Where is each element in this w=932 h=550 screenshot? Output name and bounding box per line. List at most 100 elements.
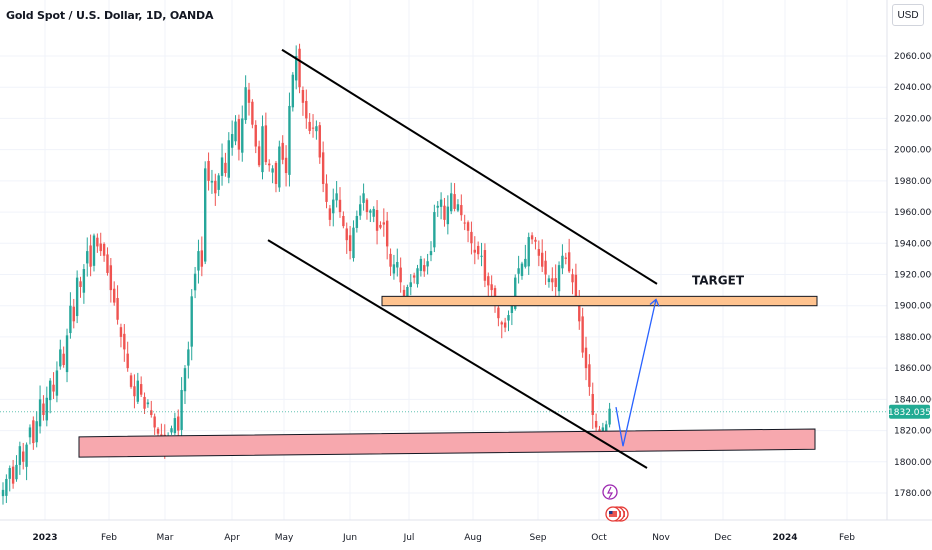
candle-body <box>79 281 82 287</box>
price-tick-label: 2020.000 <box>894 114 932 124</box>
candle-body <box>109 265 113 291</box>
time-tick-label: Mar <box>157 533 174 543</box>
candle-body <box>274 162 278 184</box>
candle-body <box>328 208 332 220</box>
candle-body <box>396 262 399 268</box>
support-zone[interactable] <box>78 428 816 458</box>
candle-body <box>433 212 436 248</box>
candle-body <box>507 315 510 321</box>
candle-body <box>375 210 379 231</box>
candle-body <box>557 265 561 292</box>
channel-upper-line[interactable] <box>281 48 658 285</box>
candle-body <box>254 124 257 147</box>
candle-body <box>321 152 325 184</box>
candle-body <box>355 215 359 228</box>
drawings-layer[interactable]: TARGET <box>0 48 887 469</box>
candle-body <box>551 278 554 283</box>
candle-body <box>527 237 530 267</box>
event-icons[interactable] <box>602 484 629 522</box>
price-tick-label: 1920.000 <box>894 271 932 281</box>
candle-body <box>183 368 187 392</box>
candle-body <box>133 386 136 397</box>
candle-body <box>588 364 591 387</box>
candle-body <box>220 157 224 176</box>
lightning-icon <box>607 486 614 499</box>
price-tick-label: 2060.000 <box>894 52 932 62</box>
candle-body <box>69 305 72 334</box>
candle-body <box>136 380 139 402</box>
candle-body <box>75 277 79 317</box>
candle-body <box>342 216 345 227</box>
price-tick-label: 1780.000 <box>894 489 932 499</box>
candle-body <box>96 237 99 247</box>
candle-body <box>450 193 453 212</box>
candle-body <box>325 183 328 202</box>
candle-body <box>412 275 416 278</box>
candle-body <box>385 220 389 247</box>
time-tick-label: May <box>275 533 294 543</box>
resistance-zone[interactable] <box>381 295 818 307</box>
candle-body <box>62 353 65 366</box>
candle-body <box>332 199 335 214</box>
candle-body <box>99 243 102 252</box>
channel-lower-line[interactable] <box>267 239 648 469</box>
time-tick-label: Sep <box>530 533 547 543</box>
candle-body <box>372 208 375 217</box>
candle-body <box>288 105 291 175</box>
candle-body <box>173 418 177 434</box>
candle-body <box>446 206 450 225</box>
price-tick-label: 1900.000 <box>894 302 932 312</box>
candle-body <box>271 168 274 173</box>
price-tick-label: 2040.000 <box>894 83 932 93</box>
projection-path[interactable] <box>615 299 657 447</box>
candle-body <box>48 380 52 401</box>
candle-body <box>369 210 372 213</box>
price-axis[interactable]: 1780.000 1800.000 1820.000 1840.000 1860.000… <box>886 0 932 520</box>
candle-body <box>497 307 500 319</box>
candle-body <box>126 353 129 369</box>
candle-body <box>483 250 487 281</box>
candle-body <box>318 125 321 158</box>
candle-body <box>244 87 247 121</box>
time-axis[interactable]: 2023 Feb Mar Apr May Jun Jul Aug Sep Oct Nov Dec 202… <box>0 519 932 543</box>
currency-selector[interactable]: USD <box>892 4 924 26</box>
candle-body <box>204 168 207 262</box>
candle-body <box>82 269 86 293</box>
candle-body <box>139 384 143 395</box>
candle-body <box>230 134 234 148</box>
candle-body <box>227 140 230 178</box>
time-tick-label: Oct <box>591 533 607 543</box>
candle-body <box>237 119 241 150</box>
candle-body <box>193 273 197 291</box>
candle-body <box>541 252 544 267</box>
candle-body <box>8 468 11 479</box>
candle-body <box>247 89 251 103</box>
candle-body <box>439 199 443 207</box>
candle-body <box>28 427 32 438</box>
last-price-tag[interactable] <box>889 404 930 419</box>
candle-body <box>106 254 109 273</box>
candle-body <box>224 162 227 174</box>
candle-body <box>423 265 426 272</box>
candle-body <box>15 464 18 480</box>
candle-body <box>86 251 89 264</box>
dividend-event-icon[interactable] <box>602 484 618 500</box>
candle-body <box>55 370 59 396</box>
candle-body <box>466 222 470 231</box>
candle-body <box>123 333 126 350</box>
time-tick-label: Feb <box>101 533 117 543</box>
projection-arrowhead <box>649 298 660 307</box>
time-tick-label: Jul <box>403 533 415 543</box>
candle-body <box>436 205 439 208</box>
candle-body <box>153 416 156 428</box>
candle-body <box>52 384 55 392</box>
flag-canton <box>609 511 613 514</box>
candle-body <box>554 278 557 287</box>
candle-body <box>567 252 571 272</box>
candle-body <box>102 243 106 256</box>
price-tick-label: 1960.000 <box>894 208 932 218</box>
time-tick-label: Jun <box>342 533 357 543</box>
candle-body <box>18 446 22 465</box>
candle-body <box>338 199 342 213</box>
